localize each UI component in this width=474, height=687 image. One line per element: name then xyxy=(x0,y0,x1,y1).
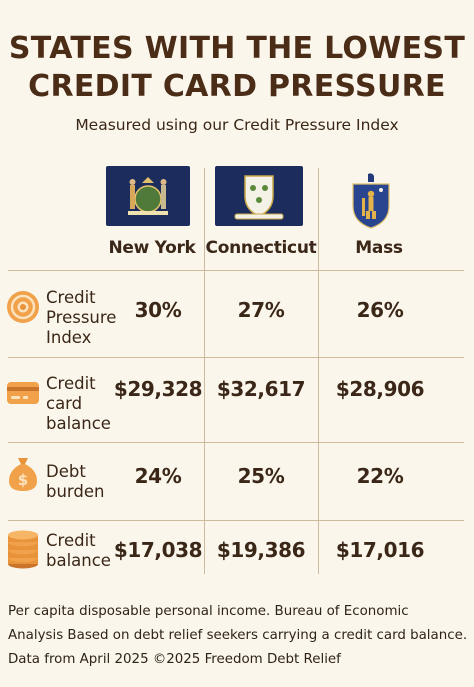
subtitle: Measured using our Credit Pressure Index xyxy=(75,116,399,134)
column-divider xyxy=(204,168,205,574)
cell-value: 30% xyxy=(134,298,182,322)
row-label-credit-card-balance: Credit card balance xyxy=(46,374,111,434)
row-label-line: Credit xyxy=(46,288,96,307)
row-label-debt-burden: Debt burden xyxy=(46,462,105,502)
cell-value: $17,038 xyxy=(113,538,203,562)
row-label-line: balance xyxy=(46,551,111,570)
row-divider xyxy=(8,357,464,358)
new-york-flag-icon xyxy=(106,166,190,226)
connecticut-flag-icon xyxy=(215,166,303,226)
cell-value: $17,016 xyxy=(335,538,425,562)
credit-card-icon xyxy=(6,376,40,410)
coin-stack-icon xyxy=(6,530,40,570)
row-label-line: Credit xyxy=(46,374,96,393)
state-name-mass: Mass xyxy=(355,238,403,258)
row-label-line: Debt xyxy=(46,462,86,481)
row-divider xyxy=(8,520,464,521)
cell-value: $28,906 xyxy=(335,377,425,401)
cell-value: 27% xyxy=(237,298,285,322)
state-name-new-york: New York xyxy=(108,238,196,258)
state-name-connecticut: Connecticut xyxy=(205,238,317,258)
footer-line: Data from April 2025 ©2025 Freedom Debt … xyxy=(8,652,341,667)
row-divider xyxy=(8,270,464,271)
cell-value: 25% xyxy=(237,464,285,488)
row-label-credit-balance: Credit balance xyxy=(46,531,111,571)
page-title: STATES WITH THE LOWEST CREDIT CARD PRESS… xyxy=(0,30,474,106)
cell-value: 22% xyxy=(356,464,404,488)
title-line-1: STATES WITH THE LOWEST xyxy=(8,31,466,66)
row-label-line: balance xyxy=(46,414,111,433)
row-divider xyxy=(8,442,464,443)
cell-value: $32,617 xyxy=(216,377,306,401)
title-line-2: CREDIT CARD PRESSURE xyxy=(28,69,446,104)
row-label-credit-pressure-index: Credit Pressure Index xyxy=(46,288,116,348)
footer-line: Analysis Based on debt relief seekers ca… xyxy=(8,628,468,643)
money-bag-icon: $ xyxy=(6,456,40,491)
row-label-line: burden xyxy=(46,482,105,501)
cell-value: 24% xyxy=(134,464,182,488)
cell-value: $29,328 xyxy=(113,377,203,401)
row-label-line: card xyxy=(46,394,83,413)
target-coin-icon xyxy=(6,290,40,324)
row-label-line: Index xyxy=(46,328,92,347)
column-divider xyxy=(318,168,319,574)
footer-notes: Per capita disposable personal income. B… xyxy=(8,600,468,672)
cell-value: $19,386 xyxy=(216,538,306,562)
svg-text:$: $ xyxy=(18,471,28,489)
footer-line: Per capita disposable personal income. B… xyxy=(8,604,409,619)
row-label-line: Credit xyxy=(46,531,96,550)
cell-value: 26% xyxy=(356,298,404,322)
row-label-line: Pressure xyxy=(46,308,117,327)
massachusetts-seal-icon xyxy=(348,172,394,230)
